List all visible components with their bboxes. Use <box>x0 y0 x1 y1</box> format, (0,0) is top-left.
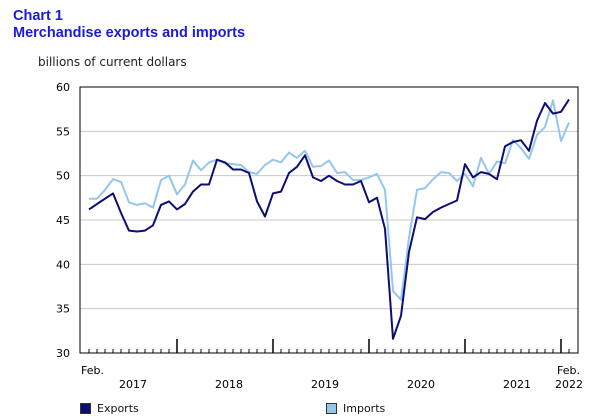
y-axis-label: billions of current dollars <box>38 55 187 69</box>
x-year-label: 2022 <box>555 378 583 391</box>
legend-label-exports: Exports <box>97 401 139 415</box>
chart-title-block: Chart 1 Merchandise exports and imports <box>13 8 245 42</box>
y-tick-label: 30 <box>56 347 70 360</box>
y-tick-label: 45 <box>56 214 70 227</box>
y-tick-label: 40 <box>56 258 70 271</box>
y-tick-label: 55 <box>56 125 70 138</box>
legend-item-exports: Exports <box>80 401 139 415</box>
x-year-label: 2019 <box>311 378 339 391</box>
chart-number: Chart 1 <box>13 8 63 24</box>
legend-item-imports: Imports <box>326 401 385 415</box>
series-line-exports <box>88 98 570 340</box>
x-year-label: 2018 <box>215 378 243 391</box>
x-end-label: Feb. <box>557 364 580 377</box>
legend-swatch-imports <box>326 402 337 414</box>
x-year-label: 2017 <box>119 378 147 391</box>
x-start-label: Feb. <box>81 364 104 377</box>
chart-title: Merchandise exports and imports <box>13 25 246 41</box>
x-year-label: 2021 <box>503 378 531 391</box>
series-line-imports <box>89 99 570 301</box>
x-year-label: 2020 <box>407 378 435 391</box>
y-tick-label: 50 <box>56 170 70 183</box>
y-tick-label: 60 <box>56 81 70 94</box>
legend-label-imports: Imports <box>343 401 386 415</box>
y-tick-label: 35 <box>56 303 70 316</box>
legend-swatch-exports <box>80 402 91 414</box>
